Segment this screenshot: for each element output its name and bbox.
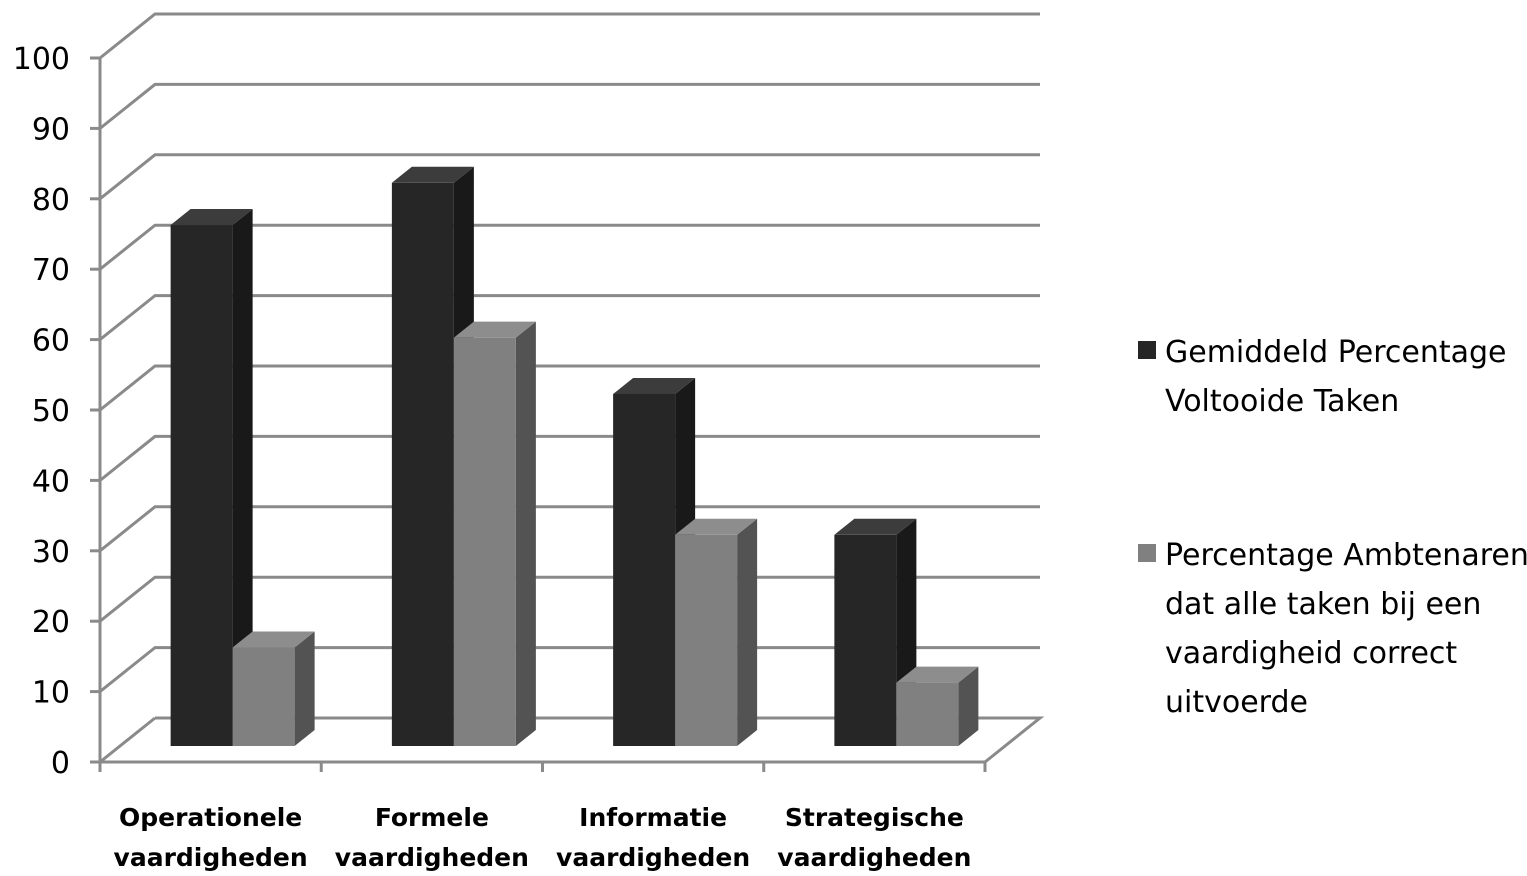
legend-label-line: uitvoerde	[1165, 685, 1308, 720]
x-tick-label-line: vaardigheden	[556, 843, 750, 872]
legend-label-2: Percentage Ambtenaren dat alle taken bij …	[1165, 538, 1527, 720]
y-tick-label-30: 30	[32, 535, 70, 570]
bar-formele-series-2	[453, 321, 536, 746]
legend: Gemiddeld Percentage Voltooide Taken Perce…	[1138, 335, 1527, 720]
gridline-90	[99, 82, 1040, 130]
y-tick-label-70: 70	[32, 253, 70, 288]
legend-label-line: Voltooide Taken	[1165, 384, 1399, 419]
bar-informatie-series-1-front	[613, 394, 676, 746]
x-tick-label-informatie: Informatie vaardigheden	[556, 803, 750, 872]
bar-informatie-series-2-front	[675, 534, 738, 746]
gridline-0	[99, 716, 156, 764]
bar-operationele-series-2-top	[232, 631, 315, 648]
y-tick-label-0: 0	[51, 746, 70, 781]
bar-strategische-series-2-front	[896, 682, 959, 746]
bar-operationele-series-2-front	[232, 647, 295, 746]
legend-label-1: Gemiddeld Percentage Voltooide Taken	[1165, 335, 1506, 419]
x-tick-label-strategische: Strategische vaardigheden	[777, 803, 971, 872]
x-tick-label-line: Operationele	[119, 803, 302, 832]
x-tick-label-formele: Formele vaardigheden	[335, 803, 529, 872]
x-tick-label-line: vaardigheden	[335, 843, 529, 872]
bar-formele-series-2-top	[453, 321, 536, 338]
bar-strategische-series-1-top	[834, 518, 917, 535]
bar-operationele-series-1-top	[170, 209, 253, 226]
y-tick-label-20: 20	[32, 605, 70, 640]
bar-formele-series-1-top	[391, 166, 474, 183]
bar-formele-series-1-front	[391, 182, 454, 747]
bar-strategische-series-1-front	[834, 534, 897, 746]
bar-operationele-series-1	[170, 209, 253, 747]
bar-formele-series-2-side	[515, 321, 536, 746]
bar-formele-series-2-front	[453, 337, 516, 746]
legend-label-line: Gemiddeld Percentage	[1165, 335, 1506, 370]
gridline-80	[99, 153, 1040, 200]
legend-label-line: dat alle taken bij een	[1165, 587, 1481, 622]
y-tick-label-60: 60	[32, 324, 70, 359]
x-axis-tick-labels: Operationele vaardigheden Formele vaardighe…	[114, 803, 972, 872]
bar-operationele-series-2	[232, 631, 315, 746]
bar-informatie-series-2	[675, 518, 758, 746]
y-tick-label-90: 90	[32, 112, 70, 147]
gridline-60	[99, 294, 1040, 341]
gridline-100	[99, 12, 1040, 60]
bar-operationele-series-1-side	[232, 209, 253, 747]
bar-strategische-series-2-side	[958, 666, 979, 746]
legend-label-line: vaardigheid correct	[1165, 636, 1457, 671]
legend-swatch-1	[1138, 341, 1156, 359]
gridline-30	[99, 505, 1040, 552]
bars	[170, 166, 979, 747]
bar-strategische-series-2-top	[896, 666, 979, 683]
axes	[90, 56, 987, 772]
legend-label-line: Percentage Ambtenaren	[1165, 538, 1527, 573]
gridline-70	[99, 223, 1040, 271]
y-tick-label-10: 10	[32, 676, 70, 711]
gridlines	[99, 12, 1040, 764]
gridline-40	[99, 434, 1040, 482]
bar-informatie-series-2-top	[675, 518, 758, 535]
bar-informatie-series-1-top	[613, 378, 696, 394]
bar-operationele-series-2-side	[294, 631, 315, 746]
x-tick-label-line: vaardigheden	[777, 843, 971, 872]
y-tick-label-50: 50	[32, 394, 70, 429]
x-tick-label-operationele: Operationele vaardigheden	[114, 803, 308, 872]
y-tick-label-80: 80	[32, 183, 70, 218]
gridline-50	[99, 364, 1040, 412]
x-tick-label-line: Informatie	[579, 803, 727, 832]
x-tick-label-line: Formele	[375, 803, 489, 832]
legend-swatch-2	[1138, 544, 1156, 562]
y-tick-label-40: 40	[32, 464, 70, 499]
bar-informatie-series-2-side	[737, 518, 758, 746]
bar-strategische-series-2	[896, 666, 979, 746]
x-tick-label-line: vaardigheden	[114, 843, 308, 872]
x-tick-label-line: Strategische	[785, 803, 964, 832]
y-tick-label-100: 100	[13, 42, 70, 77]
bar-operationele-series-1-front	[170, 225, 233, 747]
y-axis-tick-labels: 0 10 20 30 40 50 60 70 80 90 100	[13, 42, 70, 781]
